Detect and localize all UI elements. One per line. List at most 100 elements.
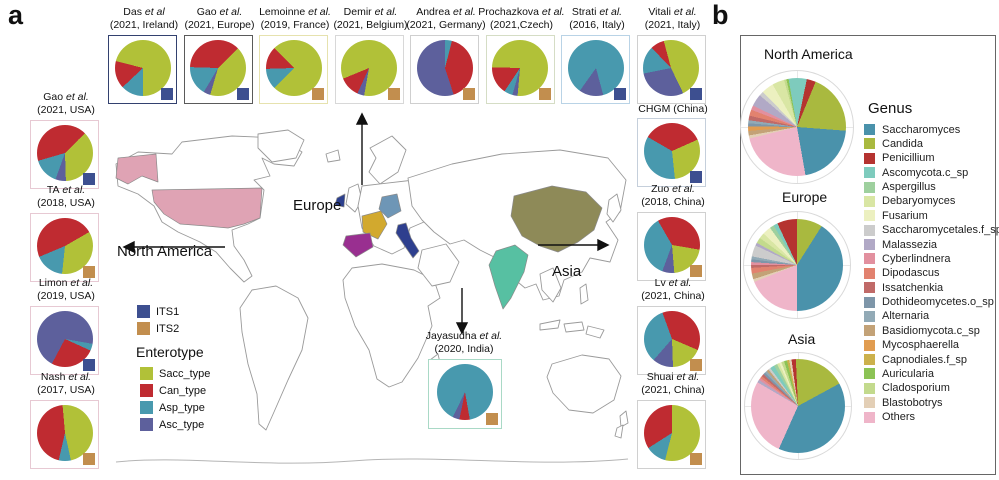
its-marker-its2 bbox=[690, 265, 702, 277]
study-pie-chart bbox=[643, 40, 699, 96]
study-detail-line: (2021,Czech) bbox=[489, 18, 554, 31]
study-label: Gao et al. (2021, Europe) bbox=[145, 6, 295, 35]
genus-label: Debaryomyces bbox=[882, 195, 956, 208]
arrow-up-head bbox=[355, 112, 369, 125]
study-lv: Lv et al. (2021, China) bbox=[637, 277, 708, 375]
genus-label: Saccharomycetales.f_sp bbox=[882, 224, 999, 237]
its-marker-its1 bbox=[161, 88, 173, 100]
study-detail-line: (2021, China) bbox=[641, 383, 705, 396]
map-label-north-america: North America bbox=[117, 243, 213, 260]
genus-swatch bbox=[864, 181, 875, 193]
genus-label: Aspergillus bbox=[882, 181, 936, 194]
study-etal: et al. bbox=[65, 371, 92, 383]
study-etal: et al. bbox=[63, 91, 89, 103]
study-detail-line: (2017, USA) bbox=[37, 383, 95, 396]
genus-label: Penicillium bbox=[882, 152, 935, 165]
genus-item: Blastobotrys bbox=[864, 397, 999, 409]
study-zuo: Zuo et al. (2018, China) bbox=[637, 183, 708, 281]
genus-label: Cyberlindnera bbox=[882, 252, 951, 265]
its-marker-its2 bbox=[83, 453, 95, 465]
its-marker-its2 bbox=[538, 88, 551, 100]
genus-swatch bbox=[864, 267, 875, 279]
study-pie-box bbox=[561, 35, 630, 104]
study-gao_usa: Gao et al. (2021, USA) bbox=[30, 91, 101, 189]
enterotype-swatch bbox=[140, 401, 153, 414]
study-detail-line: (2021, Italy) bbox=[644, 18, 701, 31]
study-etal: et al. bbox=[539, 6, 565, 18]
study-author: Das bbox=[123, 6, 142, 18]
genus-legend: Saccharomyces Candida Penicillium Ascomycot… bbox=[864, 124, 999, 423]
genus-item: Alternaria bbox=[864, 310, 999, 322]
study-author-line: Nash et al. bbox=[0, 371, 141, 384]
study-pie-chart bbox=[341, 40, 397, 96]
study-strati: Strati et al. (2016, Italy) bbox=[561, 6, 632, 104]
study-etal: et al. bbox=[450, 6, 476, 18]
study-author-line: Shuai et al. bbox=[598, 371, 748, 384]
study-detail-line: (2021, Europe) bbox=[184, 18, 255, 31]
greenland bbox=[257, 129, 305, 163]
study-author-line: Prochazkova et al. bbox=[447, 6, 597, 19]
new-zealand-1 bbox=[619, 410, 629, 428]
study-pie-chart bbox=[643, 405, 700, 461]
enterotype-swatch bbox=[140, 384, 153, 397]
study-label: Gao et al. (2021, USA) bbox=[0, 91, 141, 120]
its-marker-its2 bbox=[690, 359, 702, 371]
australia bbox=[546, 354, 622, 414]
study-pie-box bbox=[30, 213, 99, 282]
its-marker-its1 bbox=[614, 88, 626, 100]
genus-label: Malassezia bbox=[882, 238, 938, 251]
genus-item: Aspergillus bbox=[864, 181, 999, 194]
study-pie-box bbox=[428, 359, 502, 429]
its-marker-its1 bbox=[690, 171, 702, 183]
genus-label: Candida bbox=[882, 137, 923, 150]
study-pie-box bbox=[636, 35, 706, 104]
study-label: Demir et al. (2021, Belgium) bbox=[296, 6, 446, 35]
study-detail-line: (2018, China) bbox=[641, 195, 705, 208]
europe-pie-ring bbox=[743, 211, 851, 319]
study-label: Nash et al. (2017, USA) bbox=[0, 371, 141, 400]
map-label-asia: Asia bbox=[552, 263, 582, 280]
north-america-pie bbox=[748, 78, 846, 176]
study-pie-chart bbox=[567, 40, 624, 96]
study-detail-line: (2021, Belgium) bbox=[333, 18, 408, 31]
study-label: Limon et al. (2019, USA) bbox=[0, 277, 141, 306]
genus-swatch bbox=[864, 224, 875, 236]
study-pie-box bbox=[30, 120, 99, 189]
genus-swatch bbox=[864, 339, 875, 351]
study-author-line: Gao et al. bbox=[0, 91, 141, 104]
study-label: Das et al (2021, Ireland) bbox=[69, 6, 219, 35]
country-spain bbox=[342, 232, 374, 258]
its-marker-its2 bbox=[312, 88, 324, 100]
study-pie-chart bbox=[190, 40, 246, 96]
continent-title-europe: Europe bbox=[782, 189, 828, 205]
its-marker-its2 bbox=[387, 88, 400, 100]
genus-item: Candida bbox=[864, 137, 999, 150]
continent-title-north-america: North America bbox=[764, 46, 853, 62]
study-author-line: Strati et al. bbox=[522, 6, 672, 19]
country-india bbox=[488, 244, 529, 310]
se-asia bbox=[539, 267, 562, 303]
its-marker-its1 bbox=[83, 173, 95, 185]
enterotype-label: Asp_type bbox=[159, 401, 205, 414]
its-marker-its2 bbox=[463, 88, 475, 100]
enterotype-item-asp_type: Asp_type bbox=[140, 401, 205, 414]
genus-label: Fusarium bbox=[882, 209, 928, 222]
enterotype-item-sacc_type: Sacc_type bbox=[140, 367, 210, 380]
genus-swatch bbox=[864, 296, 875, 308]
study-ta: TA et al. (2018, USA) bbox=[30, 184, 101, 282]
study-detail-line: (2019, France) bbox=[260, 18, 330, 31]
study-detail-line: (2021, USA) bbox=[37, 103, 95, 116]
study-author-line: CHGM (China) bbox=[598, 103, 748, 116]
genus-item: Issatchenkia bbox=[864, 282, 999, 294]
study-pie-box bbox=[485, 35, 555, 104]
genus-item: Penicillium bbox=[864, 152, 999, 165]
africa bbox=[342, 263, 441, 388]
study-pie-chart bbox=[114, 40, 171, 96]
panel-b-label: b bbox=[712, 0, 729, 30]
study-nash: Nash et al. (2017, USA) bbox=[30, 371, 101, 469]
study-pie-chart bbox=[643, 123, 700, 179]
scandinavia bbox=[368, 135, 407, 185]
study-author: Lv bbox=[654, 277, 666, 289]
study-detail-line: (2021, Germany) bbox=[406, 18, 486, 31]
